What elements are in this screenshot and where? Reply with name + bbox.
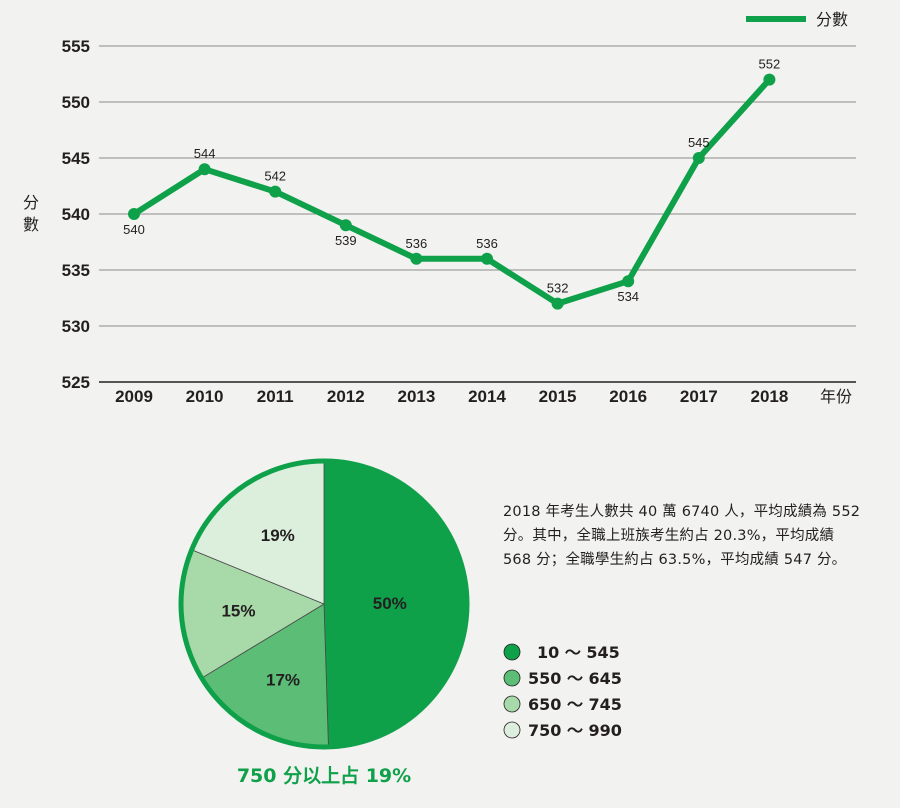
pie-chart: 50% 17% 15% 19% 750 分以上占 19% [178, 458, 470, 787]
summary-note: 2018 年考生人數共 40 萬 6740 人，平均成績為 552 分。其中，全… [503, 504, 861, 568]
data-point [410, 252, 423, 265]
series-line-path [131, 76, 773, 307]
data-point [551, 297, 564, 310]
x-axis-ticks: 2009 2010 2011 2012 2013 2014 2015 2016 2017 2018 [115, 387, 788, 406]
data-label: 542 [264, 169, 286, 184]
pie-slice-label: 50% [373, 594, 407, 613]
y-tick-label: 540 [62, 205, 90, 224]
data-label: 539 [335, 233, 357, 248]
legend: 分數 [746, 10, 848, 29]
x-tick-label: 2016 [609, 387, 647, 406]
y-tick-label: 535 [62, 261, 90, 280]
data-point [339, 219, 352, 232]
legend-range-label: 10 ～ 545 [537, 643, 620, 662]
x-axis-title: 年份 [820, 387, 852, 406]
data-labels: 540 544 542 539 536 536 532 534 545 552 [123, 57, 780, 305]
x-tick-label: 2010 [186, 387, 224, 406]
data-label: 544 [194, 146, 216, 161]
pie-slice-label: 15% [221, 602, 255, 621]
series-points [128, 73, 776, 310]
y-tick-label: 550 [62, 93, 90, 112]
legend-swatch [503, 721, 521, 739]
data-point [622, 275, 635, 288]
x-tick-label: 2009 [115, 387, 153, 406]
y-axis-title-char-2: 數 [23, 215, 39, 234]
legend-range-label: 550 ～ 645 [528, 669, 622, 688]
data-point [198, 163, 211, 176]
pie-caption: 750 分以上占 19% [237, 764, 411, 787]
data-point [269, 185, 282, 198]
y-tick-label: 545 [62, 149, 90, 168]
series-line [131, 76, 773, 307]
pie-slices [180, 460, 468, 748]
y-tick-label: 525 [62, 373, 90, 392]
data-label: 532 [547, 281, 569, 296]
data-label: 536 [406, 236, 428, 251]
legend-swatch [503, 695, 521, 713]
pie-labels: 50% 17% 15% 19% [221, 526, 406, 689]
x-tick-label: 2018 [750, 387, 788, 406]
data-point [128, 208, 140, 220]
legend-swatch [503, 669, 521, 687]
pie-slice-label: 19% [261, 526, 295, 545]
legend-range-label: 650 ～ 745 [528, 695, 622, 714]
data-label: 536 [476, 236, 498, 251]
data-label: 540 [123, 222, 145, 237]
data-point [481, 252, 493, 265]
legend-swatch [503, 643, 521, 661]
y-tick-label: 530 [62, 317, 90, 336]
data-point [692, 152, 705, 164]
data-label: 534 [617, 289, 639, 304]
x-tick-label: 2011 [257, 387, 294, 406]
legend-label: 分數 [816, 10, 848, 29]
data-label: 552 [759, 57, 781, 72]
y-tick-label: 555 [62, 37, 90, 56]
y-axis-ticks: 525 530 535 540 545 550 555 [62, 37, 90, 392]
pie-slice-label: 17% [266, 670, 300, 689]
pie-border [178, 458, 470, 750]
pie-legend: 10 ～ 545 550 ～ 645 650 ～ 745 750 ～ 990 [503, 643, 622, 740]
x-tick-label: 2013 [397, 387, 435, 406]
x-tick-label: 2012 [327, 387, 365, 406]
data-label: 545 [688, 135, 710, 150]
y-axis-title-char-1: 分 [23, 193, 39, 212]
gridlines [99, 45, 856, 383]
legend-range-label: 750 ～ 990 [528, 721, 622, 740]
x-tick-label: 2015 [539, 387, 577, 406]
x-tick-label: 2017 [680, 387, 718, 406]
data-point [763, 73, 776, 86]
x-tick-label: 2014 [468, 387, 506, 406]
